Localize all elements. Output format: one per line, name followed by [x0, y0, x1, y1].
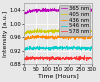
- 578 nm: [46, 58, 47, 59]
- 546 nm: [32, 48, 33, 49]
- 365 nm: [32, 12, 33, 13]
- 365 nm: [46, 10, 47, 11]
- 436 nm: [74, 39, 76, 40]
- 405 nm: [46, 32, 47, 33]
- 578 nm: [73, 57, 74, 58]
- 405 nm: [32, 31, 33, 32]
- 578 nm: [86, 60, 87, 61]
- 405 nm: [91, 31, 92, 32]
- 436 nm: [72, 37, 74, 38]
- 405 nm: [73, 30, 74, 31]
- 578 nm: [66, 56, 67, 57]
- Line: 546 nm: 546 nm: [24, 46, 92, 51]
- 405 nm: [66, 31, 67, 32]
- Y-axis label: Intensity [a.u.]: Intensity [a.u.]: [4, 11, 8, 57]
- 546 nm: [91, 48, 92, 49]
- 365 nm: [73, 10, 74, 11]
- 365 nm: [24, 13, 25, 14]
- 436 nm: [73, 37, 74, 38]
- 436 nm: [32, 38, 33, 39]
- X-axis label: Time [Hours]: Time [Hours]: [38, 74, 78, 79]
- 405 nm: [37, 28, 38, 29]
- 365 nm: [66, 9, 68, 10]
- 578 nm: [84, 55, 85, 56]
- 546 nm: [90, 50, 91, 51]
- Line: 405 nm: 405 nm: [24, 29, 92, 35]
- 546 nm: [24, 49, 25, 50]
- 436 nm: [24, 38, 25, 39]
- 546 nm: [66, 46, 67, 47]
- 436 nm: [46, 35, 47, 36]
- Legend: 365 nm, 405 nm, 436 nm, 546 nm, 578 nm: 365 nm, 405 nm, 436 nm, 546 nm, 578 nm: [59, 5, 90, 36]
- 546 nm: [46, 46, 47, 47]
- 365 nm: [24, 14, 25, 15]
- 578 nm: [50, 56, 52, 57]
- 546 nm: [72, 47, 74, 48]
- 436 nm: [91, 36, 92, 37]
- 365 nm: [91, 9, 92, 10]
- 365 nm: [50, 9, 52, 10]
- 578 nm: [72, 58, 74, 59]
- Line: 436 nm: 436 nm: [24, 35, 92, 40]
- 365 nm: [59, 6, 60, 7]
- 578 nm: [24, 59, 25, 60]
- 546 nm: [73, 45, 74, 46]
- 405 nm: [72, 30, 74, 31]
- 365 nm: [73, 10, 74, 11]
- 546 nm: [50, 49, 52, 50]
- Line: 365 nm: 365 nm: [24, 7, 92, 14]
- 405 nm: [50, 31, 52, 32]
- 578 nm: [32, 57, 33, 58]
- 436 nm: [37, 35, 38, 36]
- 578 nm: [91, 58, 92, 59]
- Line: 578 nm: 578 nm: [24, 56, 92, 61]
- 436 nm: [66, 36, 67, 37]
- 436 nm: [50, 36, 52, 37]
- 405 nm: [24, 35, 25, 36]
- 546 nm: [66, 45, 68, 46]
